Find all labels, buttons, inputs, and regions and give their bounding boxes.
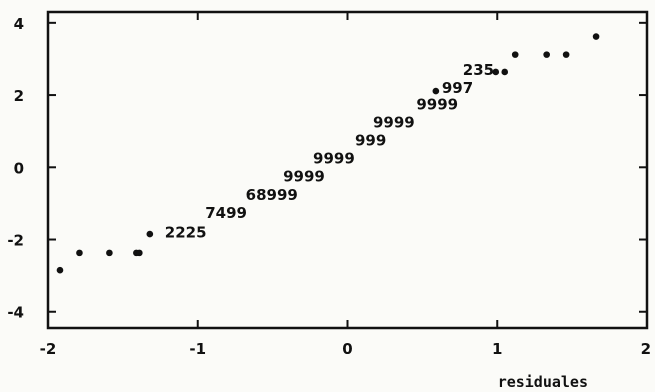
x-tick-label: -1	[189, 340, 206, 358]
point-label: 9999	[416, 96, 458, 114]
point-label: 2225	[165, 223, 207, 241]
data-point	[106, 249, 113, 257]
x-tick-label: 2	[641, 340, 651, 358]
data-point	[543, 51, 550, 58]
data-point	[136, 249, 143, 257]
x-tick-label: -2	[40, 340, 57, 358]
point-label: 9999	[283, 168, 325, 186]
axis-ticks: -2 -1 0 1 2 4 2 0 -2 -4	[7, 12, 651, 358]
data-point	[592, 33, 600, 40]
point-label: 235	[463, 61, 494, 79]
point-label: 7499	[205, 204, 247, 222]
point-label: 997	[442, 79, 473, 97]
y-tick-label: 2	[14, 87, 24, 105]
y-tick-label: -4	[7, 304, 24, 322]
y-tick-label: 4	[14, 15, 24, 33]
data-point	[432, 87, 440, 95]
x-tick-label: 0	[342, 340, 352, 358]
plot-border	[46, 10, 649, 330]
data-point	[146, 230, 154, 238]
point-label: 999	[355, 132, 386, 150]
data-point	[511, 51, 519, 58]
data-point	[501, 68, 509, 76]
point-label: 68999	[246, 186, 298, 204]
plot-frame	[46, 10, 649, 330]
data-point	[56, 266, 64, 274]
point-label: 9999	[373, 114, 415, 132]
point-label: 9999	[313, 150, 355, 168]
data-point	[562, 51, 570, 58]
y-tick-label: 0	[14, 159, 24, 177]
data-point	[76, 249, 83, 257]
x-tick-label: 1	[492, 340, 502, 358]
data-points	[56, 33, 600, 274]
x-axis-label: residuales	[498, 373, 588, 391]
data-point	[492, 68, 500, 76]
y-tick-label: -2	[7, 232, 24, 250]
